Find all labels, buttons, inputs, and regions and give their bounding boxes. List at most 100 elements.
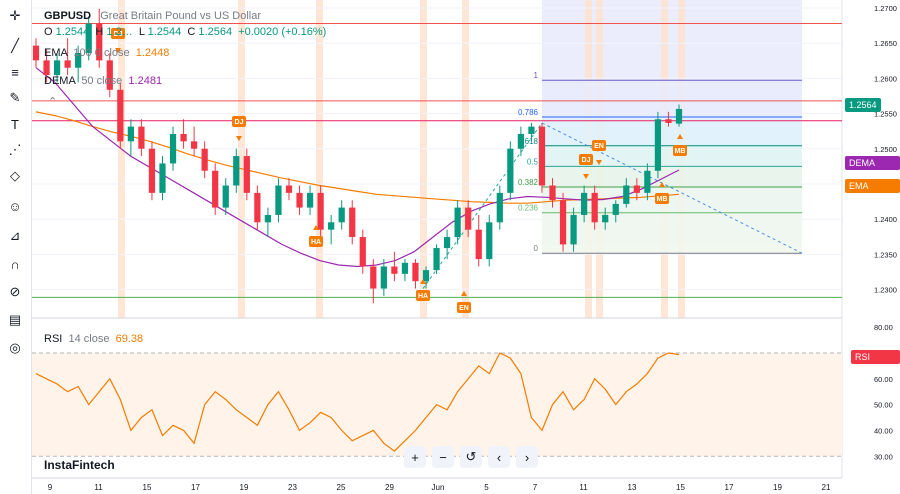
candle-body [306, 192, 314, 208]
candle [528, 122, 535, 142]
candle [201, 141, 208, 179]
shapes-icon[interactable]: ◇ [10, 168, 20, 183]
high-label: H [95, 26, 104, 38]
rsi-tick-label: 60.00 [874, 375, 893, 384]
scroll-right-button[interactable]: › [516, 446, 538, 468]
candle-body [654, 119, 662, 171]
date-tick-label: 17 [191, 483, 200, 492]
symbol-description: Great Britain Pound vs US Dollar [100, 10, 262, 22]
candle [654, 111, 662, 179]
candle-body [338, 207, 345, 223]
collapse-legend-icon[interactable]: ⌃ [48, 96, 58, 108]
fib-level-label: 0.382 [518, 178, 539, 187]
ema-axis-badge: EMA 1.2448 [845, 179, 900, 205]
symbol-ticker[interactable]: GBPUSD [44, 10, 92, 22]
candle-body [412, 262, 419, 282]
candle [401, 259, 409, 282]
candle-body [359, 237, 366, 267]
show-all-icon[interactable]: ▤ [8, 312, 22, 327]
rsi-axis-value: 69.38 [857, 366, 881, 376]
rsi-value: 69.38 [115, 333, 144, 345]
last-price-badge: 1.2564 [845, 98, 881, 112]
date-tick-label: 7 [533, 483, 538, 492]
candle-body [370, 266, 377, 289]
candle-body [380, 266, 387, 289]
candle [591, 185, 598, 230]
lock-drawings-icon[interactable]: ⊘ [9, 284, 21, 299]
brush-icon[interactable]: ✎ [9, 90, 21, 105]
remove-drawings-icon[interactable]: ◎ [9, 340, 21, 355]
candle [633, 178, 640, 201]
candle-body [517, 133, 524, 149]
candle [96, 8, 103, 68]
date-tick-label: 5 [484, 483, 489, 492]
scroll-left-button[interactable]: ‹ [488, 446, 510, 468]
change-value: +0.0020 (+0.16%) [238, 26, 327, 38]
date-tick-label: 11 [579, 483, 588, 492]
pattern-icon[interactable]: ⋰ [8, 142, 22, 157]
emoji-icon[interactable]: ☺ [8, 198, 22, 214]
signal-label: HA [311, 239, 321, 246]
symbol-legend: GBPUSD Great Britain Pound vs US Dollar [44, 9, 261, 23]
date-tick-label: 9 [48, 483, 53, 492]
trend-line-icon[interactable]: ╱ [11, 38, 19, 53]
reset-chart-button[interactable]: ↺ [460, 446, 482, 468]
magnet-icon[interactable]: ∩ [10, 256, 20, 272]
candle [254, 185, 261, 230]
candle-body [117, 89, 124, 142]
ema-legend[interactable]: EMA 100 0 close 1.2448 [44, 46, 169, 60]
candle-body [496, 192, 503, 223]
candle [212, 163, 219, 215]
crosshair-icon[interactable]: ✛ [9, 8, 21, 23]
fib-trend-line [422, 122, 543, 289]
candle [349, 200, 356, 245]
fib-zone [542, 80, 802, 118]
signal-marker: MB [655, 182, 669, 204]
candle-body [328, 222, 335, 230]
candle [475, 214, 482, 267]
candle [507, 141, 514, 201]
candle-body [148, 148, 156, 193]
candle-body [675, 108, 683, 124]
price-tick-label: 1.2600 [874, 74, 897, 83]
trend-line [541, 122, 803, 254]
ema-value: 1.2448 [135, 47, 170, 59]
text-tool-icon[interactable]: T [11, 116, 19, 132]
candle-body [212, 170, 219, 208]
fib-tool-icon[interactable]: ≡ [11, 64, 19, 80]
candle [32, 38, 40, 68]
zoom-in-button[interactable]: + [404, 446, 426, 468]
candle [317, 185, 324, 238]
candle [391, 251, 398, 282]
signal-marker: EN [592, 140, 606, 165]
candle [359, 229, 366, 274]
candle-body [349, 207, 356, 238]
candle-body [106, 60, 113, 90]
date-tick-label: Jun [432, 483, 445, 492]
candle-body [486, 222, 493, 260]
ema-axis-value: 1.2448 [851, 195, 880, 205]
signal-arrow-down-icon [115, 48, 121, 53]
dema-legend[interactable]: DEMA 50 close 1.2481 [44, 74, 162, 88]
signal-badge [655, 193, 669, 204]
candle-body [454, 207, 461, 238]
candle-body [254, 192, 261, 223]
ruler-icon[interactable]: ⊿ [9, 228, 21, 243]
candle [612, 200, 619, 223]
candle [243, 148, 250, 201]
rsi-legend[interactable]: RSI 14 close 69.38 [44, 332, 143, 346]
candle-body [96, 23, 103, 61]
candle [465, 200, 472, 238]
signal-label: MB [657, 196, 668, 203]
candle-body [644, 170, 651, 193]
signal-arrow-up-icon [313, 225, 319, 230]
candle-body [64, 60, 71, 68]
candle [370, 259, 377, 304]
candle [602, 207, 609, 230]
date-tick-label: 19 [773, 483, 782, 492]
candle [338, 200, 345, 230]
fib-zone [542, 145, 802, 167]
zoom-out-button[interactable]: − [432, 446, 454, 468]
date-tick-label: 23 [288, 483, 297, 492]
